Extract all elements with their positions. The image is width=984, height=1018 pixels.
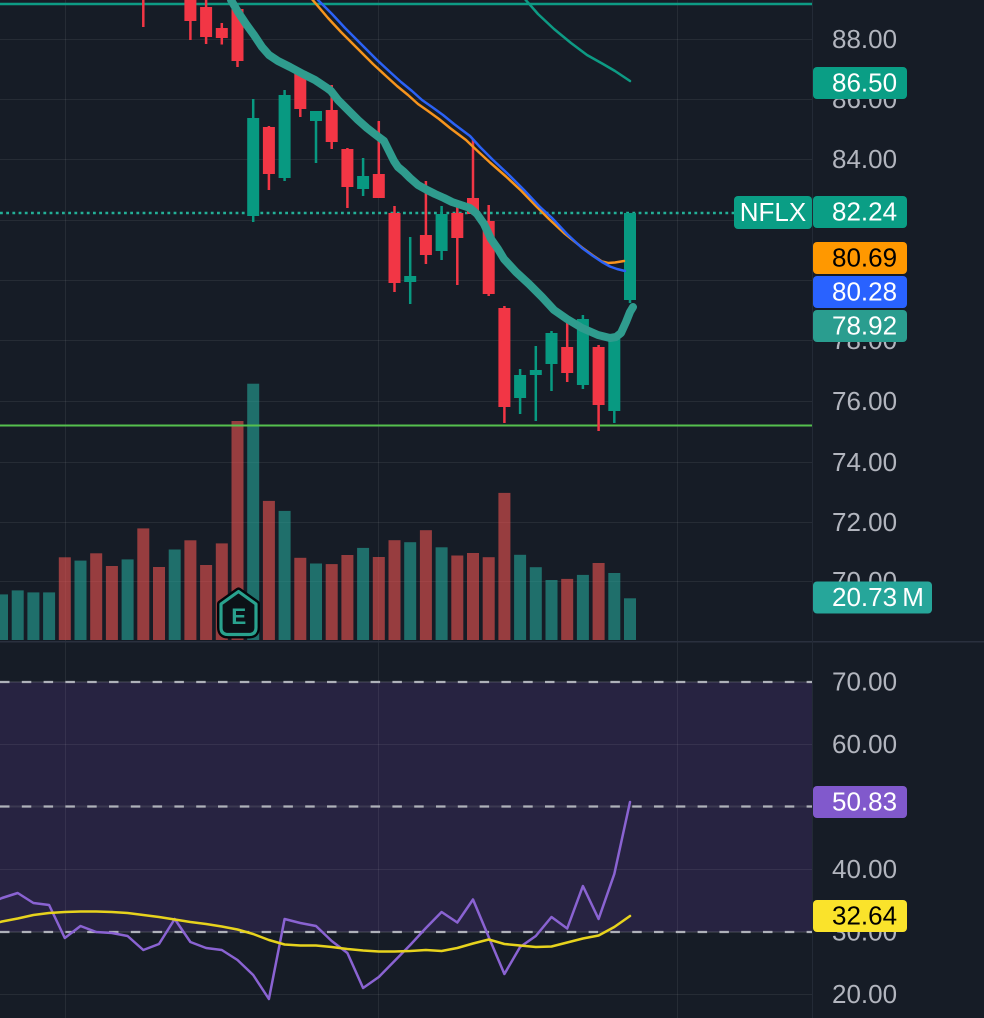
svg-text:32.64: 32.64 — [832, 901, 897, 931]
svg-text:50.83: 50.83 — [832, 787, 897, 817]
svg-text:74.00: 74.00 — [832, 447, 897, 477]
svg-text:E: E — [231, 604, 246, 629]
svg-text:60.00: 60.00 — [832, 729, 897, 759]
svg-text:86.50: 86.50 — [832, 68, 897, 98]
svg-text:40.00: 40.00 — [832, 854, 897, 884]
svg-text:NFLX: NFLX — [740, 197, 806, 227]
svg-text:84.00: 84.00 — [832, 144, 897, 174]
svg-text:78.92: 78.92 — [832, 311, 897, 341]
svg-text:80.69: 80.69 — [832, 243, 897, 273]
svg-text:70.00: 70.00 — [832, 667, 897, 697]
svg-text:80.28: 80.28 — [832, 277, 897, 307]
svg-text:72.00: 72.00 — [832, 507, 897, 537]
svg-text:76.00: 76.00 — [832, 386, 897, 416]
svg-text:20.73 M: 20.73 M — [832, 582, 924, 612]
svg-text:20.00: 20.00 — [832, 979, 897, 1009]
svg-text:82.24: 82.24 — [832, 197, 897, 227]
svg-text:88.00: 88.00 — [832, 24, 897, 54]
